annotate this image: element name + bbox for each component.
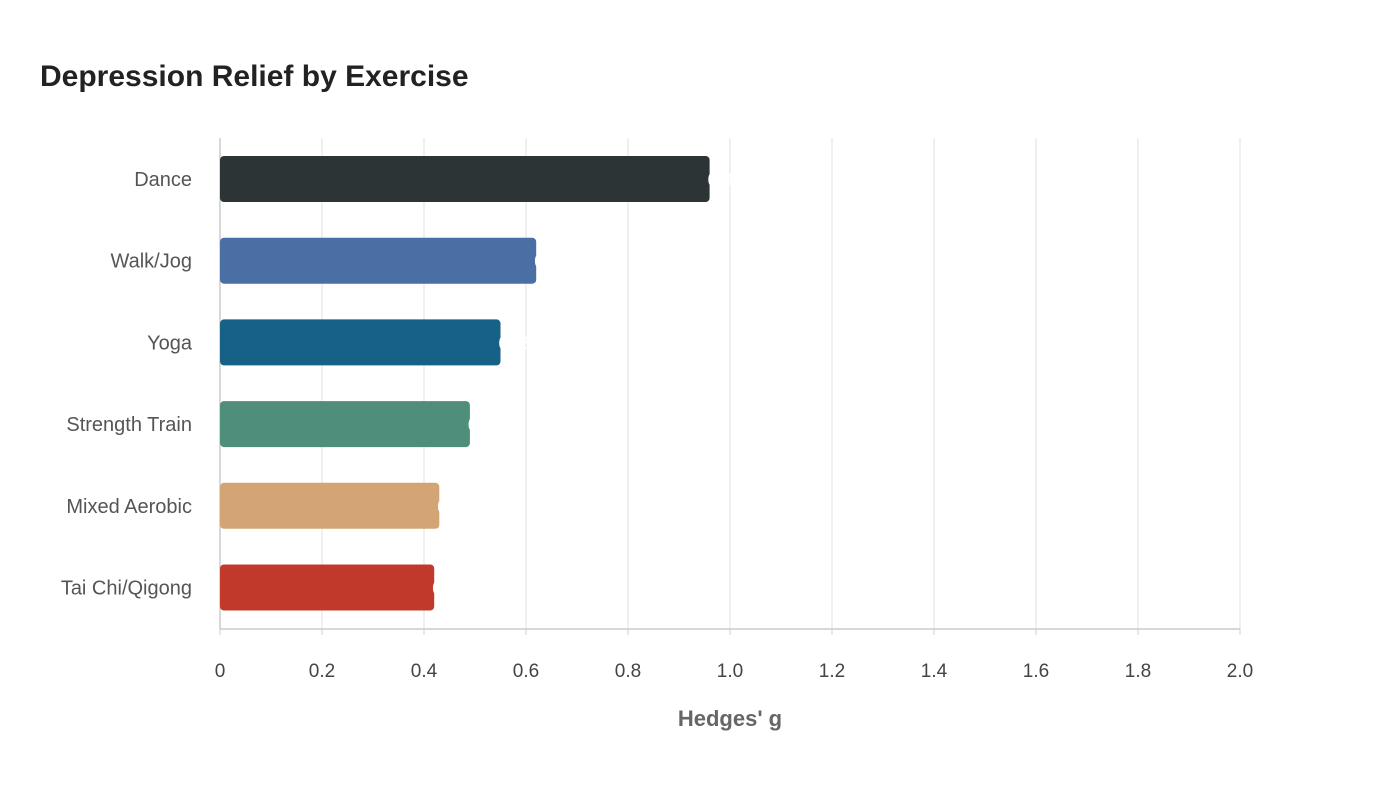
x-axis-title: Hedges' g xyxy=(678,706,782,731)
x-tick-label: 1.0 xyxy=(717,661,743,682)
bar-data-label: 0.49 xyxy=(468,415,503,435)
x-tick-label: 0.6 xyxy=(513,661,539,682)
x-tick-label: 1.2 xyxy=(819,661,845,682)
x-tick-label: 1.8 xyxy=(1125,661,1151,682)
bar xyxy=(220,401,470,448)
x-tick-label: 0.4 xyxy=(411,661,438,682)
y-category-label: Walk/Jog xyxy=(110,251,192,273)
x-tick-label: 0.8 xyxy=(615,661,641,682)
bar-data-label: 0.43 xyxy=(437,497,472,517)
y-category-label: Tai Chi/Qigong xyxy=(61,578,192,600)
y-category-label: Mixed Aerobic xyxy=(66,496,192,518)
bar xyxy=(220,564,435,611)
y-category-label: Yoga xyxy=(147,332,193,354)
x-tick-label: 0.2 xyxy=(309,661,335,682)
x-tick-label: 2.0 xyxy=(1227,661,1253,682)
bar-data-label: 0.55 xyxy=(499,333,534,353)
bar-data-label: 0.62 xyxy=(534,252,569,272)
bar xyxy=(220,482,440,529)
bar xyxy=(220,319,501,366)
y-category-label: Strength Train xyxy=(66,414,192,436)
bar xyxy=(220,156,710,202)
x-tick-label: 1.6 xyxy=(1023,661,1049,682)
bar xyxy=(220,237,537,284)
x-tick-label: 1.4 xyxy=(921,661,948,682)
bar-data-label: 0.42 xyxy=(432,579,467,599)
bar-data-label: 0.96 xyxy=(708,170,743,190)
x-tick-label: 0 xyxy=(215,661,226,682)
chart-title: Depression Relief by Exercise xyxy=(40,60,469,93)
y-category-label: Dance xyxy=(134,169,192,191)
